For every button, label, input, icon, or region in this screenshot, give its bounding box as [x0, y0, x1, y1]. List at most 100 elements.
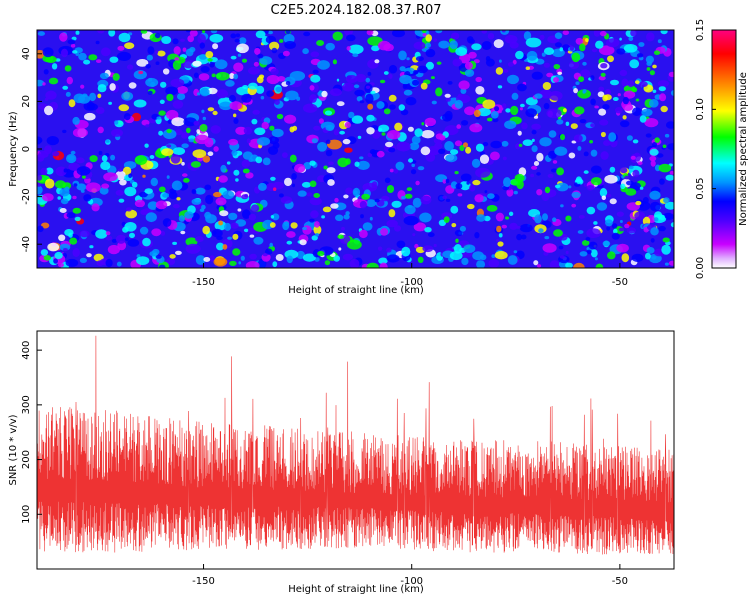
heatmap-cell — [231, 150, 238, 156]
heatmap-cell — [359, 200, 367, 209]
heatmap-cell — [118, 32, 131, 43]
heatmap-cell — [458, 80, 470, 90]
heatmap-cell — [498, 233, 503, 238]
heatmap-cell — [436, 61, 442, 65]
heatmap-cell — [445, 154, 458, 163]
heatmap-cell — [276, 113, 284, 120]
heatmap-cell — [140, 30, 148, 34]
heatmap-cell — [511, 92, 519, 100]
heatmap-cell — [595, 263, 604, 268]
heatmap-cell — [202, 30, 206, 34]
heatmap-cell — [89, 92, 97, 102]
heatmap-cell — [531, 123, 541, 130]
heatmap-cell — [583, 183, 588, 188]
heatmap-cell — [546, 72, 554, 78]
heatmap-cell — [311, 235, 318, 241]
heatmap-cell — [146, 54, 153, 61]
heatmap-cell — [649, 148, 659, 156]
heatmap-cell — [325, 42, 336, 51]
heatmap-cell — [534, 214, 542, 224]
heatmap-cell — [346, 34, 356, 42]
heatmap-cell — [185, 48, 194, 57]
heatmap-cell — [68, 232, 73, 238]
heatmap-cell — [124, 237, 129, 242]
heatmap-cell — [445, 178, 450, 184]
heatmap-cell — [309, 197, 322, 206]
heatmap-cell — [237, 53, 242, 57]
heatmap-cell — [507, 255, 518, 265]
heatmap-cell — [612, 97, 619, 101]
heatmap-cell — [530, 173, 535, 178]
heatmap-cell — [616, 48, 626, 55]
heatmap-cell — [227, 236, 233, 240]
heatmap-cell — [342, 82, 355, 92]
heatmap-cell — [571, 140, 577, 144]
heatmap-cell — [461, 257, 469, 266]
heatmap-cell — [268, 30, 273, 35]
heatmap-cell — [556, 167, 564, 176]
heatmap-cell — [452, 58, 463, 67]
heatmap-cell — [502, 103, 507, 109]
heatmap-cell — [315, 233, 320, 237]
heatmap-cell — [525, 108, 537, 118]
heatmap-cell — [559, 255, 565, 259]
heatmap-cell — [561, 44, 571, 52]
heatmap-cell — [145, 64, 151, 69]
heatmap-cell — [563, 108, 567, 113]
heatmap-cell — [425, 153, 436, 162]
heatmap-cell — [411, 135, 421, 145]
heatmap-cell — [322, 206, 332, 213]
heatmap-cell — [602, 104, 610, 110]
heatmap-cell — [241, 93, 252, 103]
heatmap-cell — [233, 118, 239, 124]
heatmap-cell — [333, 129, 340, 136]
heatmap-cell — [262, 253, 268, 257]
heatmap-cell — [607, 251, 616, 260]
heatmap-cell — [660, 105, 668, 113]
heatmap-cell — [325, 139, 331, 144]
heatmap-cell — [265, 248, 273, 255]
heatmap-cell — [64, 65, 72, 72]
heatmap-cell — [209, 33, 224, 43]
heatmap-cell — [172, 60, 182, 71]
heatmap-cell — [145, 212, 157, 223]
heatmap-cell — [359, 100, 365, 104]
snr-panel: -150 -100 -50 100 200 300 400 Height of strai… — [8, 330, 675, 595]
heatmap-cell — [314, 221, 320, 228]
heatmap-cell — [326, 167, 336, 174]
heatmap-cell — [649, 99, 659, 108]
heatmap-cell — [425, 34, 433, 42]
heatmap-cell — [475, 143, 485, 152]
heatmap-cell — [629, 59, 640, 69]
heatmap-cell — [652, 64, 657, 69]
heatmap-cell — [311, 138, 318, 144]
heatmap-cell — [115, 234, 127, 244]
heatmap-cell — [205, 194, 214, 205]
heatmap-cell — [185, 30, 191, 33]
heatmap-cell — [37, 185, 43, 195]
heatmap-cell — [442, 179, 447, 184]
heatmap-cell — [670, 90, 674, 96]
heatmap-cell — [335, 214, 344, 222]
heatmap-cell — [277, 76, 286, 82]
heatmap-cell — [484, 190, 488, 194]
heatmap-cell — [424, 227, 432, 233]
heatmap-cell — [303, 31, 311, 37]
heatmap-cell — [255, 30, 266, 39]
heatmap-cell — [296, 250, 306, 260]
heatmap-cell — [550, 168, 558, 173]
heatmap-cell — [209, 255, 215, 262]
heatmap-cell — [595, 40, 604, 49]
heatmap-cell — [286, 255, 293, 264]
heatmap-cell — [463, 142, 468, 148]
heatmap-cell — [353, 84, 360, 89]
heatmap-cell — [517, 130, 522, 136]
heatmap-cell — [625, 188, 637, 196]
heatmap-cell — [559, 47, 564, 52]
heatmap-cell — [239, 37, 247, 45]
heatmap-cell — [459, 225, 466, 232]
heatmap-cell — [45, 55, 57, 64]
heatmap-cell — [45, 90, 57, 100]
heatmap-cell — [72, 195, 77, 200]
heatmap-cell — [503, 177, 511, 188]
